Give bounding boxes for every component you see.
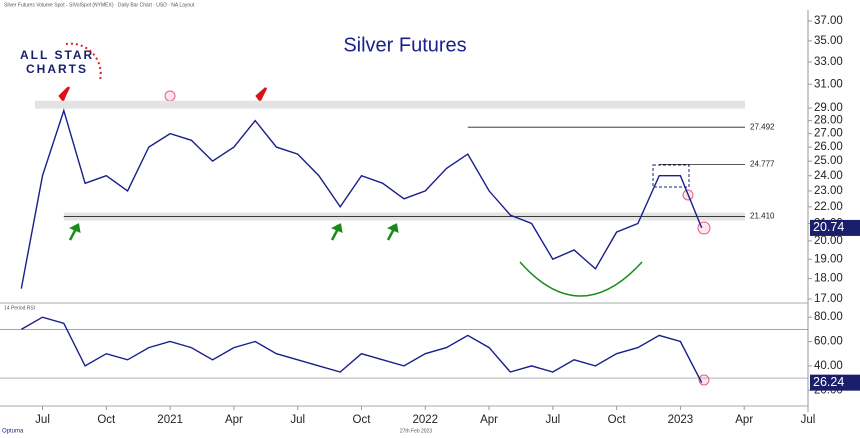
x-tick-label: Oct [353,414,372,426]
price-line [20,316,703,384]
y-tick-label: 23.00 [814,185,843,197]
current-box [810,374,860,391]
y-tick-label: 37.00 [814,15,843,27]
price-line [20,108,703,289]
x-tick-label: Apr [225,414,243,426]
current-label: 20.74 [813,220,844,234]
y-tick-label: 80.00 [814,311,843,323]
y-tick-label: 33.00 [814,56,843,68]
logo: ALL STAR CHARTS [20,42,102,81]
x-tick-label: 2022 [412,414,438,426]
rsi-title: 14 Period RSI [4,305,35,311]
x-tick-label: Oct [608,414,627,426]
y-tick-label: 20.00 [814,235,843,247]
y-tick-label: 35.00 [814,35,843,47]
brand: Optuma [2,429,24,435]
x-tick-label: Jul [35,414,50,426]
logo-line1: ALL STAR [20,48,94,62]
y-tick-label: 22.00 [814,201,843,213]
header: Silver Futures Volume Spot - SIVolSpot (… [4,2,195,8]
y-tick-label: 25.00 [814,155,843,167]
y-tick-label: 17.00 [814,293,843,305]
logo-line2: CHARTS [26,62,88,76]
red-arrows [58,86,268,103]
y-tick-label: 27.00 [814,128,843,140]
y-tick-label: 19.00 [814,253,843,265]
x-tick-label: Apr [480,414,498,426]
current-box [810,219,860,236]
x-tick-label: 2023 [668,414,694,426]
y-tick-label: 26.00 [814,141,843,153]
y-tick-label: 18.00 [814,273,843,285]
consolidation-box [652,164,690,188]
y-tick-label: 29.00 [814,102,843,114]
x-tick-label: Jul [545,414,560,426]
x-tick-label: Oct [97,414,116,426]
footer-date: 27th Feb 2023 [400,428,432,434]
y-tick-label: 24.00 [814,170,843,182]
chart-title: Silver Futures [343,34,466,56]
current-label: 26.24 [813,375,844,389]
y-tick-label: 40.00 [814,360,843,372]
x-tick-label: Jul [290,414,305,426]
level-label: 21.410 [750,212,775,221]
y-tick-label: 60.00 [814,336,843,348]
resistance-band [35,100,745,109]
green-arrows [68,223,399,241]
x-tick-label: 2021 [157,414,183,426]
cup-arc [519,261,643,297]
y-tick-label: 28.00 [814,115,843,127]
level-label: 27.492 [750,122,775,131]
y-tick-label: 31.00 [814,78,843,90]
level-label: 24.777 [750,159,775,168]
logo-stars [65,42,102,81]
x-tick-label: Jul [801,414,816,426]
x-tick-label: Apr [735,414,753,426]
